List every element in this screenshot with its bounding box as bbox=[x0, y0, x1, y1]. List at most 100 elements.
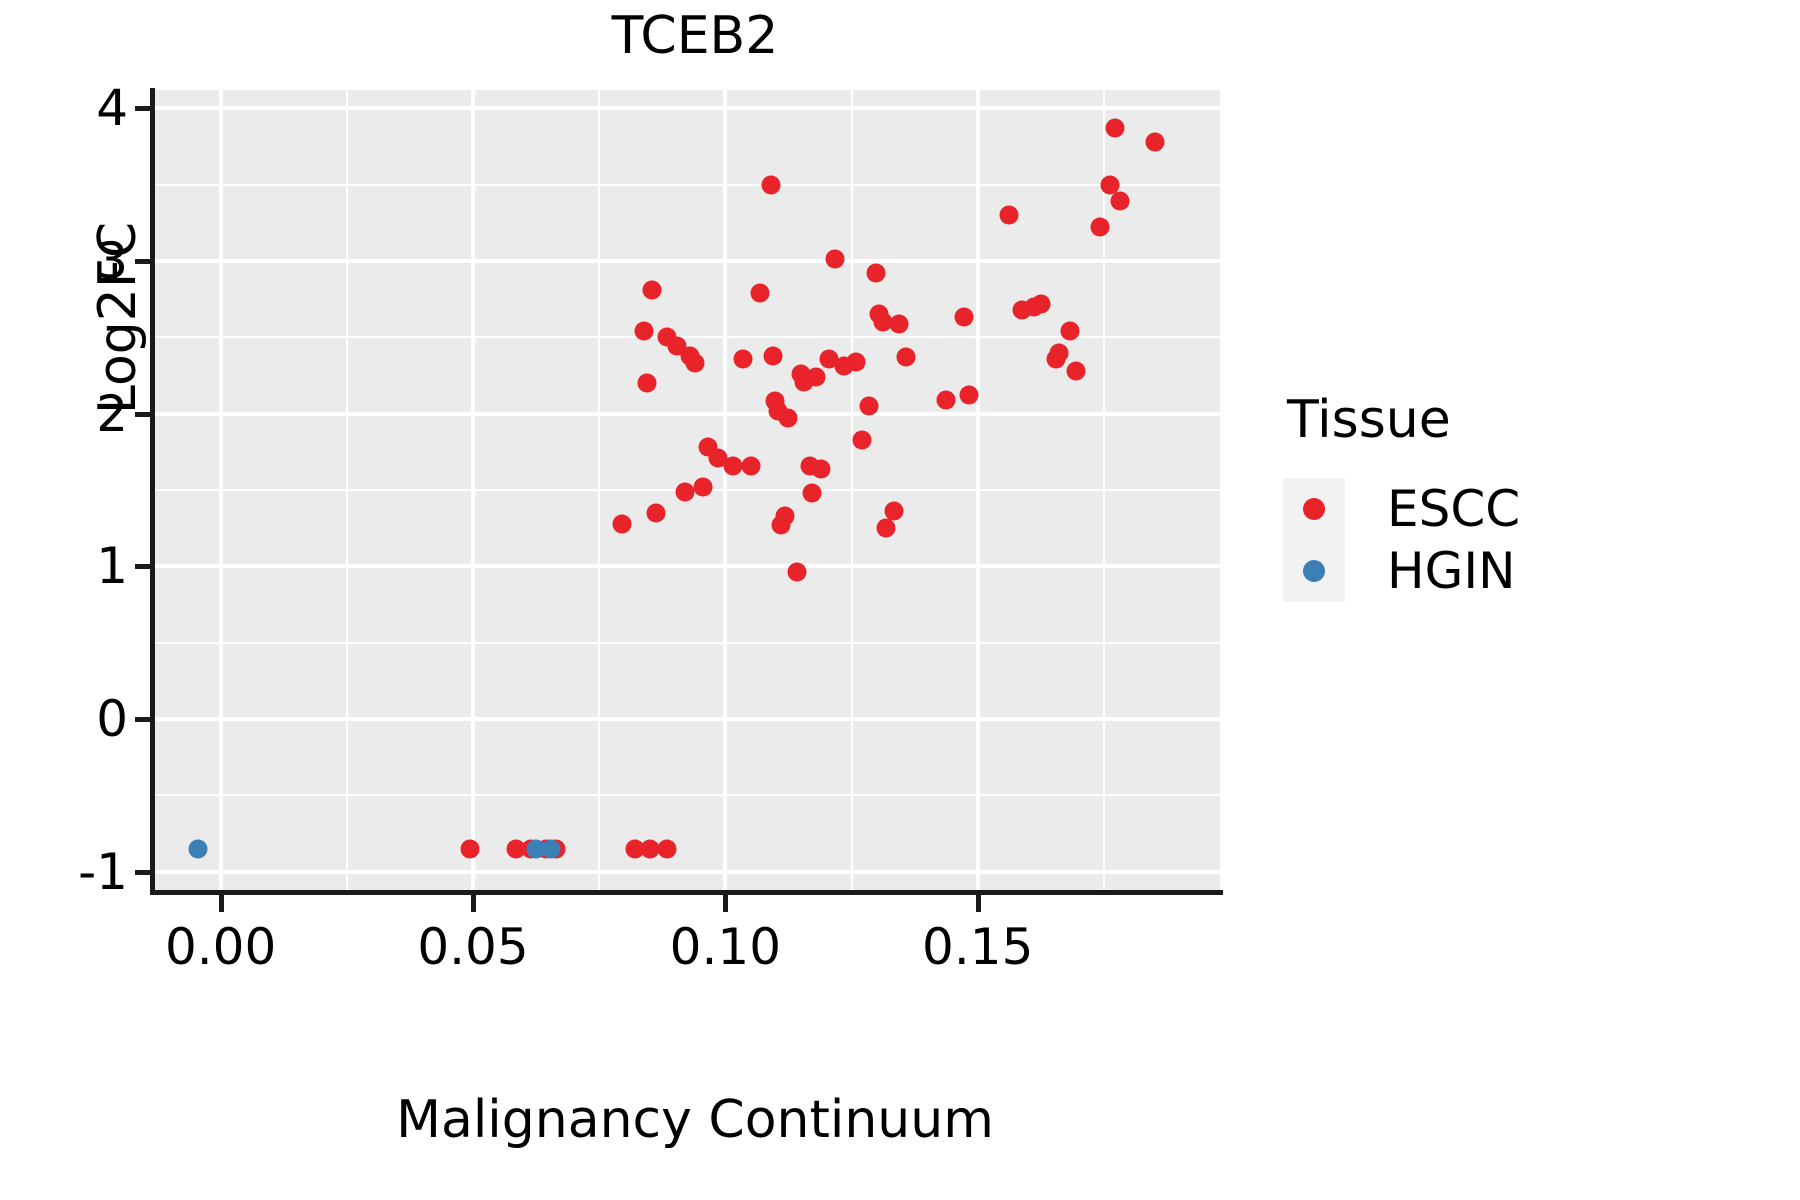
data-point-escc bbox=[1049, 343, 1069, 363]
legend-key-swatch bbox=[1283, 540, 1345, 602]
legend-item-escc[interactable]: ESCC bbox=[1283, 478, 1753, 540]
data-point-escc bbox=[775, 506, 795, 526]
data-point-escc bbox=[936, 390, 956, 410]
grid-line-minor-vertical bbox=[598, 90, 601, 890]
data-point-escc bbox=[1060, 321, 1080, 341]
data-point-escc bbox=[1100, 175, 1120, 195]
x-axis-tick-mark bbox=[975, 895, 981, 912]
data-point-escc bbox=[866, 263, 886, 283]
x-axis-title: Malignancy Continuum bbox=[396, 1090, 994, 1150]
plot-panel-background bbox=[155, 90, 1220, 890]
data-point-escc bbox=[1145, 132, 1165, 152]
y-axis-tick-mark bbox=[135, 411, 151, 417]
data-point-escc bbox=[889, 314, 909, 334]
legend-point-icon bbox=[1303, 560, 1325, 582]
data-point-escc bbox=[1066, 361, 1086, 381]
data-point-escc bbox=[873, 312, 893, 332]
page-title: TCEB2 bbox=[611, 6, 779, 66]
data-point-escc bbox=[723, 456, 743, 476]
data-point-escc bbox=[733, 349, 753, 369]
data-point-escc bbox=[802, 483, 822, 503]
data-point-escc bbox=[642, 280, 662, 300]
data-point-escc bbox=[954, 307, 974, 327]
data-point-escc bbox=[763, 346, 783, 366]
legend-title: Tissue bbox=[1287, 390, 1451, 450]
y-axis-tick-mark bbox=[135, 106, 151, 112]
grid-line-minor-horizontal bbox=[155, 794, 1220, 797]
data-point-escc bbox=[637, 373, 657, 393]
grid-line-major-vertical bbox=[723, 90, 728, 890]
data-point-escc bbox=[811, 459, 831, 479]
x-axis-tick-label: 0.15 bbox=[922, 918, 1034, 976]
data-point-escc bbox=[999, 205, 1019, 225]
data-point-hgin bbox=[526, 839, 546, 859]
data-point-escc bbox=[640, 839, 660, 859]
data-point-escc bbox=[1031, 294, 1051, 314]
y-axis-tick-label: 1 bbox=[96, 537, 128, 596]
y-axis-tick-mark bbox=[135, 564, 151, 570]
data-point-escc bbox=[708, 448, 728, 468]
x-axis-line bbox=[150, 890, 1223, 895]
legend: Tissue ESCC HGIN bbox=[1283, 390, 1753, 602]
grid-line-major-vertical bbox=[470, 90, 475, 890]
y-axis-tick-mark bbox=[135, 258, 151, 264]
y-axis-tick-label: 3 bbox=[96, 231, 128, 290]
y-axis-line bbox=[150, 88, 155, 893]
data-point-escc bbox=[646, 503, 666, 523]
data-point-escc bbox=[625, 839, 644, 859]
data-point-escc bbox=[876, 518, 896, 538]
data-point-escc bbox=[506, 839, 526, 859]
data-point-hgin bbox=[541, 839, 561, 859]
data-point-escc bbox=[852, 430, 872, 450]
x-axis-tick-mark bbox=[470, 895, 476, 912]
grid-line-major-vertical bbox=[218, 90, 223, 890]
y-axis-tick-mark bbox=[135, 717, 151, 722]
y-axis-title: Log2FC bbox=[88, 221, 148, 415]
grid-line-major-horizontal bbox=[155, 717, 1220, 721]
data-point-escc bbox=[750, 283, 770, 303]
plot-panel bbox=[155, 90, 1220, 890]
legend-item-label: HGIN bbox=[1387, 542, 1516, 600]
data-point-escc bbox=[1105, 118, 1125, 138]
y-axis-tick-label: 0 bbox=[96, 690, 128, 748]
data-point-escc bbox=[806, 367, 826, 387]
data-point-escc bbox=[819, 349, 839, 369]
legend-item-hgin[interactable]: HGIN bbox=[1283, 540, 1753, 602]
data-point-escc bbox=[825, 249, 845, 269]
data-point-escc bbox=[896, 347, 916, 367]
data-point-escc bbox=[787, 562, 807, 582]
data-point-escc bbox=[846, 352, 866, 372]
data-point-escc bbox=[859, 396, 879, 416]
y-axis-tick-mark bbox=[135, 869, 151, 875]
grid-line-minor-vertical bbox=[1102, 90, 1105, 890]
data-point-escc bbox=[657, 839, 677, 859]
data-point-escc bbox=[959, 385, 979, 405]
y-axis-tick-label: -1 bbox=[78, 842, 128, 901]
data-point-escc bbox=[685, 353, 705, 373]
legend-item-label: ESCC bbox=[1387, 480, 1521, 538]
data-point-escc bbox=[460, 839, 480, 859]
grid-line-minor-horizontal bbox=[155, 336, 1220, 339]
data-point-escc bbox=[612, 514, 632, 534]
grid-line-major-horizontal bbox=[155, 564, 1220, 569]
grid-line-minor-vertical bbox=[345, 90, 348, 890]
data-point-escc bbox=[634, 321, 654, 341]
data-point-escc bbox=[675, 482, 695, 502]
y-axis-tick-label: 4 bbox=[96, 79, 128, 138]
grid-line-major-horizontal bbox=[155, 258, 1220, 263]
data-point-escc bbox=[693, 477, 713, 497]
data-point-escc bbox=[761, 175, 781, 195]
x-axis-tick-label: 0.05 bbox=[417, 918, 529, 976]
grid-line-minor-vertical bbox=[850, 90, 853, 890]
data-point-escc bbox=[884, 501, 904, 521]
grid-line-minor-horizontal bbox=[155, 183, 1220, 186]
legend-entries: ESCC HGIN bbox=[1283, 478, 1753, 602]
grid-line-minor-horizontal bbox=[155, 641, 1220, 644]
x-axis-tick-mark bbox=[723, 895, 729, 912]
data-point-hgin bbox=[188, 839, 208, 859]
grid-line-major-horizontal bbox=[155, 411, 1220, 416]
legend-key-swatch bbox=[1283, 478, 1345, 540]
x-axis-tick-mark bbox=[218, 895, 224, 912]
grid-line-major-horizontal bbox=[155, 106, 1220, 111]
